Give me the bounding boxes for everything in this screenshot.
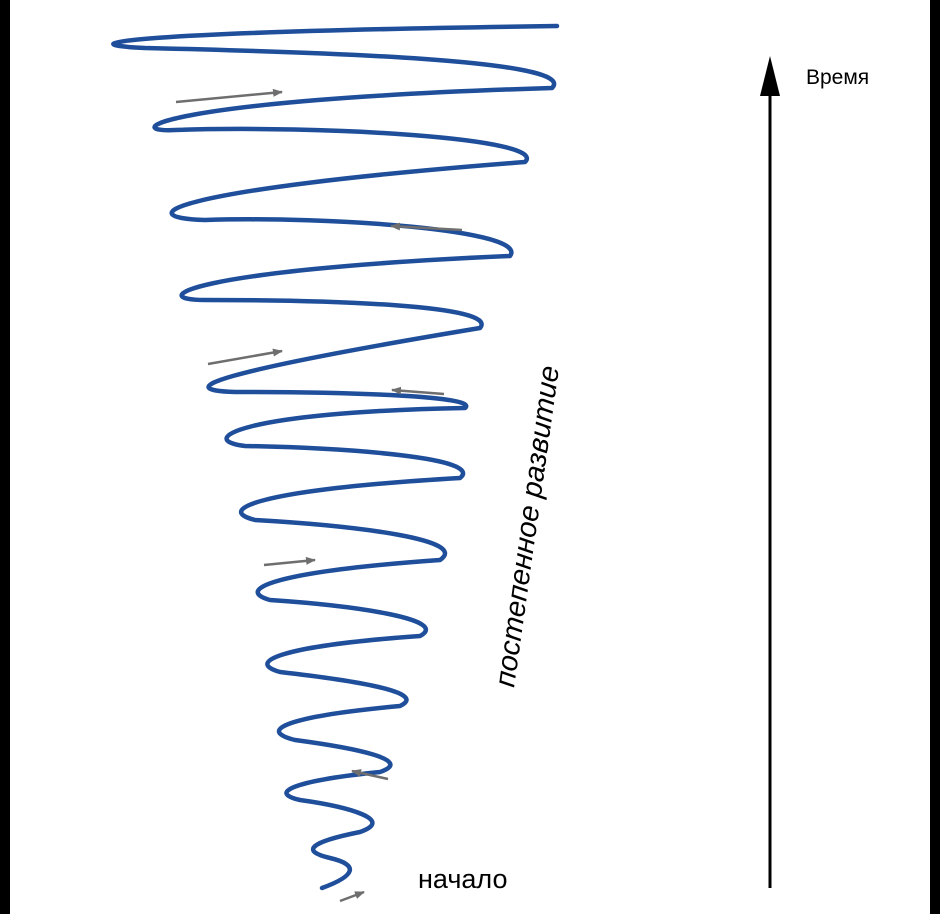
diagram-canvas: Время постепенное развитие начало (10, 0, 930, 914)
development-label: постепенное развитие (489, 364, 566, 689)
direction-arrow (339, 890, 365, 903)
direction-arrow (175, 88, 283, 104)
direction-arrow (391, 386, 445, 396)
time-axis-arrowhead (760, 56, 780, 96)
development-spiral (111, 23, 560, 891)
start-label: начало (418, 864, 508, 894)
direction-arrow (263, 556, 316, 567)
time-axis-label: Время (806, 66, 869, 89)
direction-arrow (351, 769, 389, 781)
direction-arrow (390, 222, 463, 232)
direction-arrow (207, 348, 283, 366)
spiral-diagram: Время постепенное развитие начало (111, 23, 869, 903)
